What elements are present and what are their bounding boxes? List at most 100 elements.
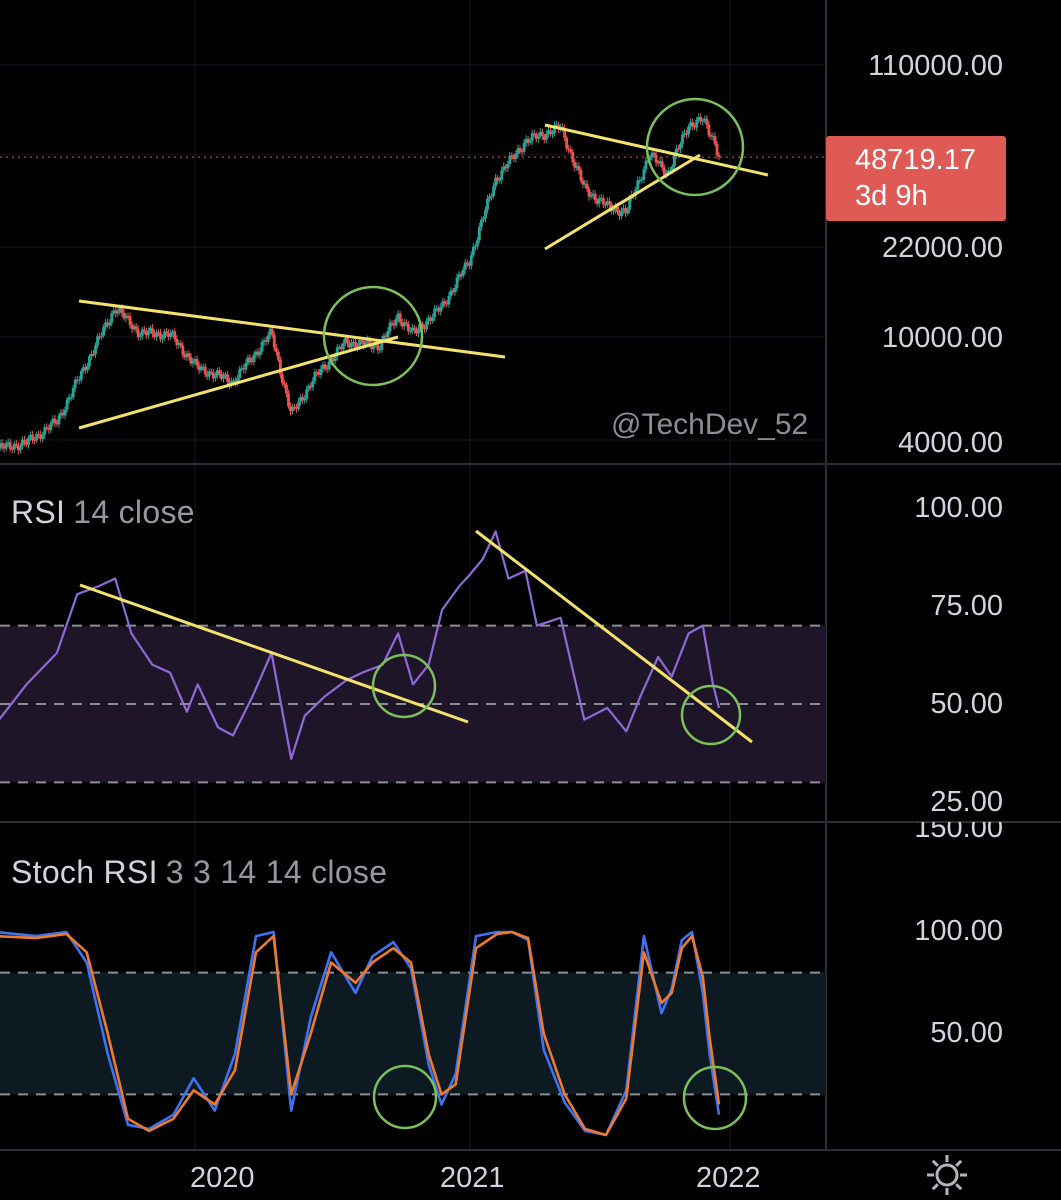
candle-down — [618, 212, 621, 217]
candle-up — [644, 160, 648, 170]
price-axis-label-4000: 4000.00 — [898, 427, 1003, 459]
candle-up — [492, 186, 496, 196]
candle-down — [561, 126, 565, 128]
candle-down — [390, 322, 394, 324]
candle-up — [614, 206, 617, 210]
candle-up — [215, 370, 219, 376]
candle-down — [662, 167, 666, 175]
candle-up — [268, 328, 272, 336]
candle-down — [542, 136, 546, 140]
price-axis-label-10000: 10000.00 — [882, 322, 1003, 354]
candle-down — [693, 125, 697, 128]
candle-up — [538, 131, 542, 137]
rsi-legend-params: 14 close — [73, 494, 195, 530]
candle-up — [254, 351, 258, 355]
candle-down — [157, 332, 160, 334]
time-label-2022: 2022 — [696, 1162, 761, 1194]
candle-down — [587, 188, 591, 197]
bar-countdown: 3d 9h — [855, 180, 928, 212]
candle-up — [333, 356, 337, 362]
candle-down — [421, 323, 424, 328]
candle-down — [173, 331, 177, 339]
candle-down — [181, 345, 185, 355]
candle-up — [480, 219, 483, 227]
candle-down — [443, 301, 447, 304]
candle-up — [687, 126, 690, 135]
candle-up — [171, 331, 175, 333]
candle-down — [510, 155, 514, 157]
candle-up — [337, 346, 341, 348]
candle-down — [315, 371, 319, 373]
stoch-legend[interactable]: Stoch RSI 3 3 14 14 close — [11, 854, 387, 891]
candle-up — [500, 170, 504, 180]
candle-down — [323, 364, 327, 369]
last-price-tag: 48719.17 3d 9h — [826, 136, 1006, 221]
candle-down — [14, 443, 18, 446]
candle-down — [512, 155, 516, 160]
stoch-band — [0, 971, 826, 1096]
candle-down — [705, 118, 709, 125]
trendline — [544, 153, 701, 251]
candle-down — [691, 122, 695, 126]
candle-down — [293, 406, 296, 408]
candle-up — [57, 415, 61, 425]
candle-up — [155, 332, 158, 337]
candle-up — [112, 310, 116, 314]
candle-up — [252, 354, 256, 363]
candle-up — [246, 357, 250, 364]
candle-down — [347, 343, 351, 348]
candle-up — [672, 154, 676, 167]
candle-up — [378, 349, 382, 351]
candle-up — [575, 166, 579, 168]
candle-up — [18, 445, 22, 451]
candle-up — [473, 246, 477, 248]
stoch-legend-name: Stoch RSI — [11, 854, 158, 890]
candle-down — [581, 180, 585, 185]
candle-up — [679, 144, 682, 150]
candle-up — [463, 262, 467, 271]
candle-down — [526, 138, 530, 143]
candle-down — [579, 170, 583, 181]
candle-up — [63, 409, 67, 416]
gear-icon[interactable] — [924, 1152, 970, 1198]
candle-down — [285, 384, 288, 394]
candle-up — [321, 364, 325, 369]
candle-up — [79, 370, 83, 380]
candle-up — [494, 177, 498, 187]
rsi-legend-name: RSI — [11, 494, 66, 530]
candle-up — [648, 157, 652, 161]
candle-up — [191, 361, 195, 364]
candle-down — [429, 317, 433, 321]
candle-down — [0, 443, 4, 447]
candle-down — [276, 351, 280, 360]
candle-up — [67, 397, 71, 400]
candle-down — [585, 183, 589, 189]
candle-down — [571, 151, 575, 162]
candle-up — [486, 198, 489, 211]
candle-down — [654, 154, 658, 163]
candle-up — [555, 124, 558, 126]
candle-down — [195, 359, 199, 366]
rsi-legend[interactable]: RSI 14 close — [11, 494, 195, 531]
candle-down — [569, 149, 573, 152]
candle-down — [423, 327, 426, 330]
trendline — [78, 299, 506, 359]
candle-down — [652, 152, 656, 155]
candle-down — [23, 439, 26, 443]
candle-up — [51, 418, 55, 424]
price-axis-label-22000: 22000.00 — [882, 232, 1003, 264]
candle-up — [536, 136, 540, 139]
candle-up — [88, 356, 91, 367]
candle-down — [563, 127, 567, 138]
candle-up — [471, 246, 475, 256]
candle-down — [165, 331, 169, 333]
candle-up — [77, 379, 81, 381]
candle-down — [39, 434, 43, 440]
candle-down — [287, 393, 290, 407]
candle-up — [455, 277, 459, 288]
candle-down — [53, 418, 57, 424]
candle-down — [270, 328, 274, 335]
candle-up — [343, 338, 347, 344]
candle-up — [350, 342, 353, 348]
candle-up — [364, 342, 368, 346]
